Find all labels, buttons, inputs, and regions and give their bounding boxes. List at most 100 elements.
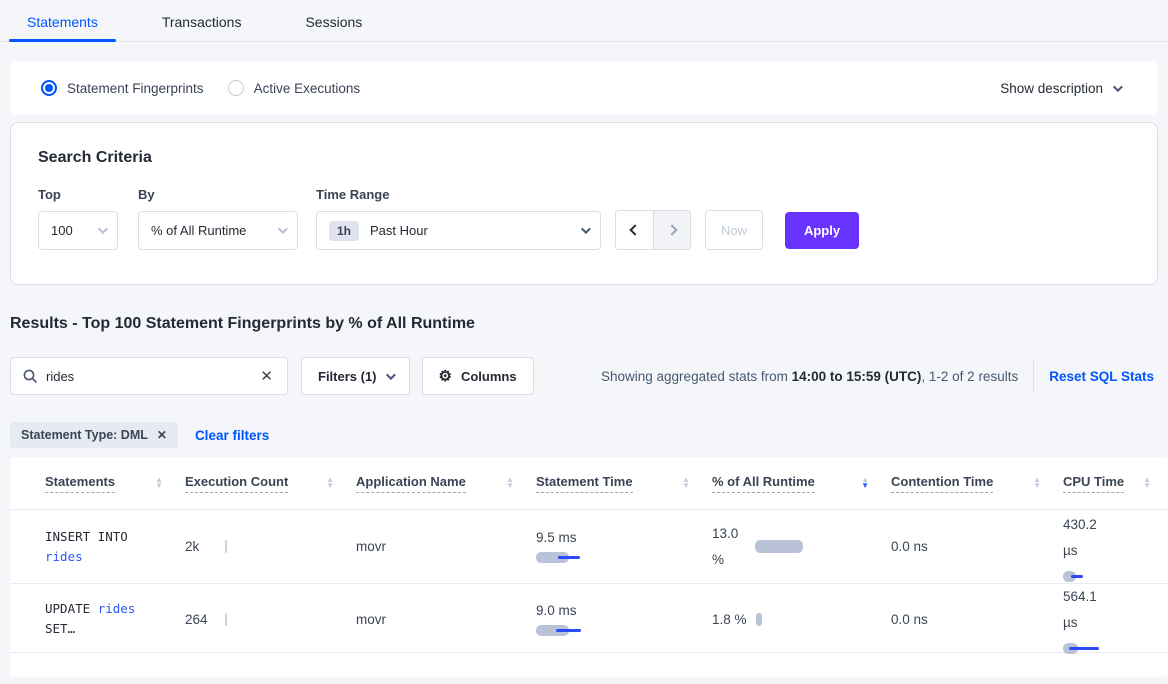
search-criteria-card: Search Criteria Top 100 By % of All Runt… <box>10 122 1158 285</box>
time-range-group: Time Range 1h Past Hour <box>298 187 601 250</box>
sort-icon-active[interactable]: ▲ ▼ <box>861 475 869 490</box>
filter-chip-statement-type: Statement Type: DML ✕ <box>10 422 178 448</box>
sort-icon[interactable]: ▲ ▼ <box>506 475 514 490</box>
chevron-down-icon <box>580 224 591 235</box>
sort-icon[interactable]: ▲ ▼ <box>1143 475 1151 490</box>
application-name-cell: movr <box>356 539 386 554</box>
time-range-value: Past Hour <box>370 223 428 238</box>
count-bar <box>225 612 227 626</box>
chevron-right-icon <box>666 224 678 236</box>
search-criteria-form: Top 100 By % of All Runtime Time Range 1… <box>38 187 1130 250</box>
filters-button[interactable]: Filters (1) <box>301 357 410 395</box>
pct-runtime-cell: 1.8 % <box>712 612 891 627</box>
time-range-select[interactable]: 1h Past Hour <box>316 211 601 250</box>
chevron-down-icon <box>97 224 108 235</box>
execution-count-cell: 2k <box>185 539 356 554</box>
clear-search-icon[interactable]: ✕ <box>260 368 273 385</box>
gear-icon: ⚙ <box>438 367 452 385</box>
time-bar <box>1063 570 1123 582</box>
column-header-statement-time: Statement Time ▲ ▼ <box>536 474 712 493</box>
remove-filter-icon[interactable]: ✕ <box>156 428 167 442</box>
sort-icon[interactable]: ▲ ▼ <box>1033 475 1041 490</box>
show-description-toggle[interactable]: Show description <box>1000 80 1123 96</box>
time-range-label: Time Range <box>316 187 390 202</box>
radio-statement-fingerprints[interactable]: Statement Fingerprints <box>41 80 204 96</box>
chevron-down-icon <box>277 224 288 235</box>
statement-fingerprint: INSERT INTO rides <box>45 528 128 564</box>
now-button[interactable]: Now <box>705 210 763 250</box>
column-header-execution-count: Execution Count ▲ ▼ <box>185 474 356 493</box>
radio-label: Active Executions <box>253 80 361 96</box>
column-header-contention-time: Contention Time ▲ ▼ <box>891 474 1063 493</box>
radio-selected-icon <box>41 80 57 96</box>
reset-sql-stats-link[interactable]: Reset SQL Stats <box>1049 368 1154 384</box>
cpu-time-cell: 564.1 µs <box>1063 584 1168 654</box>
radio-active-executions[interactable]: Active Executions <box>227 80 361 96</box>
table-row: INSERT INTO rides 2k movr 9.5 ms 13.0 % … <box>10 509 1168 583</box>
columns-label: Columns <box>460 368 517 384</box>
filters-label: Filters (1) <box>318 368 377 384</box>
by-label: By <box>138 187 155 202</box>
time-bar <box>536 552 596 563</box>
previous-time-button[interactable] <box>616 211 653 249</box>
top-group: Top 100 <box>38 187 118 250</box>
table-row: UPDATE rides SET… 264 movr 9.0 ms 1.8 % … <box>10 583 1168 654</box>
top-label: Top <box>38 187 61 202</box>
by-group: By % of All Runtime <box>118 187 298 250</box>
radio-label: Statement Fingerprints <box>67 80 204 96</box>
contention-time-cell: 0.0 ns <box>891 539 928 554</box>
results-heading: Results - Top 100 Statement Fingerprints… <box>10 315 475 332</box>
column-header-cpu-time: CPU Time ▲ ▼ <box>1063 474 1168 493</box>
statement-link[interactable]: rides <box>45 548 83 564</box>
sort-icon[interactable]: ▲ ▼ <box>682 475 690 490</box>
divider <box>1033 361 1035 391</box>
show-description-label: Show description <box>1000 80 1103 96</box>
page-tabs: Statements Transactions Sessions <box>0 0 1168 42</box>
cpu-time-cell: 430.2 µs <box>1063 512 1168 582</box>
tab-sessions[interactable]: Sessions <box>305 14 363 30</box>
statement-time-cell: 9.0 ms <box>536 603 712 636</box>
tab-transactions[interactable]: Transactions <box>161 14 242 30</box>
stats-time-range: 14:00 to 15:59 (UTC) <box>791 368 922 384</box>
statements-table-card: Statements ▲ ▼ Execution Count ▲ ▼ Applica… <box>10 457 1168 677</box>
results-toolbar: ✕ Filters (1) ⚙ Columns Showing aggregat… <box>10 357 1158 395</box>
execution-count-cell: 264 <box>185 612 356 627</box>
by-select[interactable]: % of All Runtime <box>138 211 298 250</box>
radio-unselected-icon <box>227 80 244 96</box>
statement-search-box: ✕ <box>10 357 288 395</box>
aggregated-stats-text: Showing aggregated stats from 14:00 to 1… <box>601 368 1019 384</box>
next-time-button[interactable] <box>653 211 690 249</box>
count-bar <box>225 540 227 553</box>
sort-icon[interactable]: ▲ ▼ <box>326 475 334 490</box>
top-select-value: 100 <box>51 223 73 238</box>
columns-button[interactable]: ⚙ Columns <box>421 357 534 395</box>
search-icon <box>23 369 37 383</box>
chevron-down-icon <box>1112 81 1123 92</box>
view-toggle-bar: Statement Fingerprints Active Executions… <box>10 62 1158 114</box>
top-select[interactable]: 100 <box>38 211 118 250</box>
tab-statements[interactable]: Statements <box>9 4 116 42</box>
statement-link[interactable]: rides <box>97 601 136 616</box>
chevron-left-icon <box>628 224 641 236</box>
search-criteria-title: Search Criteria <box>38 149 152 166</box>
sort-icon[interactable]: ▲ ▼ <box>155 475 163 490</box>
apply-button[interactable]: Apply <box>785 212 859 249</box>
pct-runtime-cell: 13.0 % <box>712 521 891 573</box>
by-select-value: % of All Runtime <box>151 223 247 238</box>
column-header-pct-runtime: % of All Runtime ▲ ▼ <box>712 474 891 493</box>
column-header-application-name: Application Name ▲ ▼ <box>356 474 536 493</box>
time-bar <box>1063 643 1123 654</box>
time-nav-arrows <box>615 210 691 250</box>
filter-chip-label: Statement Type: DML <box>21 428 148 442</box>
application-name-cell: movr <box>356 611 386 627</box>
search-input[interactable] <box>46 368 259 384</box>
contention-time-cell: 0.0 ns <box>891 611 928 627</box>
statement-fingerprint: UPDATE rides SET… <box>45 601 136 636</box>
table-header-row: Statements ▲ ▼ Execution Count ▲ ▼ Applica… <box>10 457 1168 509</box>
pct-bar <box>755 540 803 553</box>
statement-time-cell: 9.5 ms <box>536 530 712 563</box>
chevron-down-icon <box>385 369 396 380</box>
active-filters-row: Statement Type: DML ✕ Clear filters <box>10 422 1158 448</box>
pct-bar <box>755 612 762 626</box>
clear-filters-link[interactable]: Clear filters <box>194 427 270 443</box>
